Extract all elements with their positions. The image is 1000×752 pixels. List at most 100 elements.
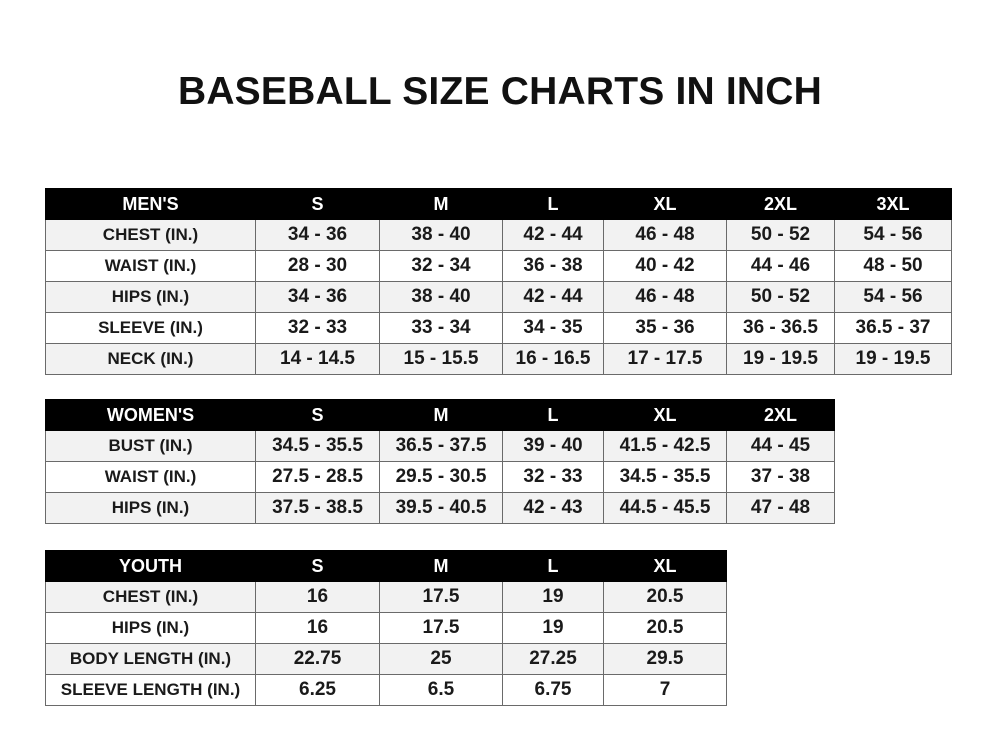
size-value: 19 (502, 612, 604, 644)
table-row: SLEEVE LENGTH (IN.) 6.25 6.5 6.75 7 (45, 674, 727, 706)
header-row: MEN'S S M L XL 2XL 3XL (45, 188, 952, 220)
size-value: 37.5 - 38.5 (255, 492, 380, 524)
page-title: BASEBALL SIZE CHARTS IN INCH (177, 70, 823, 113)
size-value: 27.25 (502, 643, 604, 675)
size-value: 50 - 52 (726, 281, 835, 313)
table-row: HIPS (IN.) 34 - 36 38 - 40 42 - 44 46 - 48 50… (45, 281, 952, 313)
table-row: CHEST (IN.) 16 17.5 19 20.5 (45, 581, 727, 613)
size-value: 40 - 42 (603, 250, 727, 282)
size-header: 2XL (726, 399, 835, 431)
size-header: L (502, 188, 604, 220)
size-value: 36 - 36.5 (726, 312, 835, 344)
size-value: 7 (603, 674, 727, 706)
measurement-label: SLEEVE LENGTH (IN.) (45, 674, 256, 706)
size-value: 6.25 (255, 674, 380, 706)
size-value: 39 - 40 (502, 430, 604, 462)
measurement-label: WAIST (IN.) (45, 250, 256, 282)
size-value: 14 - 14.5 (255, 343, 380, 375)
size-value: 36.5 - 37.5 (379, 430, 503, 462)
size-value: 46 - 48 (603, 219, 727, 251)
size-header: XL (603, 550, 727, 582)
size-value: 36.5 - 37 (834, 312, 952, 344)
size-header: L (502, 399, 604, 431)
size-value: 54 - 56 (834, 219, 952, 251)
size-header: L (502, 550, 604, 582)
size-value: 34.5 - 35.5 (603, 461, 727, 493)
size-value: 6.5 (379, 674, 503, 706)
size-value: 54 - 56 (834, 281, 952, 313)
size-header: 3XL (834, 188, 952, 220)
size-value: 20.5 (603, 581, 727, 613)
table-row: NECK (IN.) 14 - 14.5 15 - 15.5 16 - 16.5 17 … (45, 343, 952, 375)
size-value: 42 - 43 (502, 492, 604, 524)
measurement-label: WAIST (IN.) (45, 461, 256, 493)
size-value: 48 - 50 (834, 250, 952, 282)
table-row: HIPS (IN.) 16 17.5 19 20.5 (45, 612, 727, 644)
table-row: WAIST (IN.) 27.5 - 28.5 29.5 - 30.5 32 - 33… (45, 461, 835, 493)
measurement-label: HIPS (IN.) (45, 492, 256, 524)
size-header: M (379, 399, 503, 431)
size-header: M (379, 188, 503, 220)
size-value: 29.5 (603, 643, 727, 675)
size-value: 19 (502, 581, 604, 613)
size-value: 17 - 17.5 (603, 343, 727, 375)
youth-size-table: YOUTH S M L XL CHEST (IN.) 16 17.5 19 20.5 HIPS (I… (45, 550, 727, 706)
measurement-label: HIPS (IN.) (45, 612, 256, 644)
size-value: 22.75 (255, 643, 380, 675)
size-value: 42 - 44 (502, 219, 604, 251)
table-row: WAIST (IN.) 28 - 30 32 - 34 36 - 38 40 - 42 4… (45, 250, 952, 282)
header-row: YOUTH S M L XL (45, 550, 727, 582)
size-value: 33 - 34 (379, 312, 503, 344)
size-value: 17.5 (379, 612, 503, 644)
table-row: BODY LENGTH (IN.) 22.75 25 27.25 29.5 (45, 643, 727, 675)
size-value: 44 - 45 (726, 430, 835, 462)
size-value: 41.5 - 42.5 (603, 430, 727, 462)
measurement-label: HIPS (IN.) (45, 281, 256, 313)
size-value: 37 - 38 (726, 461, 835, 493)
measurement-label: BODY LENGTH (IN.) (45, 643, 256, 675)
table-row: HIPS (IN.) 37.5 - 38.5 39.5 - 40.5 42 - 43 4… (45, 492, 835, 524)
size-header: M (379, 550, 503, 582)
mens-size-table: MEN'S S M L XL 2XL 3XL CHEST (IN.) 34 - 36 38 - 4… (45, 188, 952, 375)
size-value: 19 - 19.5 (726, 343, 835, 375)
size-value: 15 - 15.5 (379, 343, 503, 375)
size-value: 35 - 36 (603, 312, 727, 344)
size-value: 19 - 19.5 (834, 343, 952, 375)
table-row: CHEST (IN.) 34 - 36 38 - 40 42 - 44 46 - 48 5… (45, 219, 952, 251)
size-value: 34.5 - 35.5 (255, 430, 380, 462)
womens-size-table: WOMEN'S S M L XL 2XL BUST (IN.) 34.5 - 35.5 36.5… (45, 399, 835, 524)
size-value: 44 - 46 (726, 250, 835, 282)
category-header: MEN'S (45, 188, 256, 220)
size-header: S (255, 550, 380, 582)
size-header: 2XL (726, 188, 835, 220)
size-value: 47 - 48 (726, 492, 835, 524)
size-value: 50 - 52 (726, 219, 835, 251)
category-header: YOUTH (45, 550, 256, 582)
size-header: S (255, 399, 380, 431)
header-row: WOMEN'S S M L XL 2XL (45, 399, 835, 431)
size-value: 44.5 - 45.5 (603, 492, 727, 524)
size-value: 6.75 (502, 674, 604, 706)
size-header: XL (603, 188, 727, 220)
measurement-label: CHEST (IN.) (45, 581, 256, 613)
table-row: BUST (IN.) 34.5 - 35.5 36.5 - 37.5 39 - 40 4… (45, 430, 835, 462)
size-header: S (255, 188, 380, 220)
size-value: 32 - 34 (379, 250, 503, 282)
size-value: 28 - 30 (255, 250, 380, 282)
size-value: 46 - 48 (603, 281, 727, 313)
measurement-label: CHEST (IN.) (45, 219, 256, 251)
size-value: 42 - 44 (502, 281, 604, 313)
category-header: WOMEN'S (45, 399, 256, 431)
size-value: 25 (379, 643, 503, 675)
size-value: 20.5 (603, 612, 727, 644)
size-header: XL (603, 399, 727, 431)
size-value: 39.5 - 40.5 (379, 492, 503, 524)
size-value: 29.5 - 30.5 (379, 461, 503, 493)
size-value: 16 (255, 581, 380, 613)
size-value: 17.5 (379, 581, 503, 613)
size-value: 32 - 33 (502, 461, 604, 493)
size-value: 27.5 - 28.5 (255, 461, 380, 493)
measurement-label: SLEEVE (IN.) (45, 312, 256, 344)
size-value: 38 - 40 (379, 219, 503, 251)
size-value: 34 - 35 (502, 312, 604, 344)
